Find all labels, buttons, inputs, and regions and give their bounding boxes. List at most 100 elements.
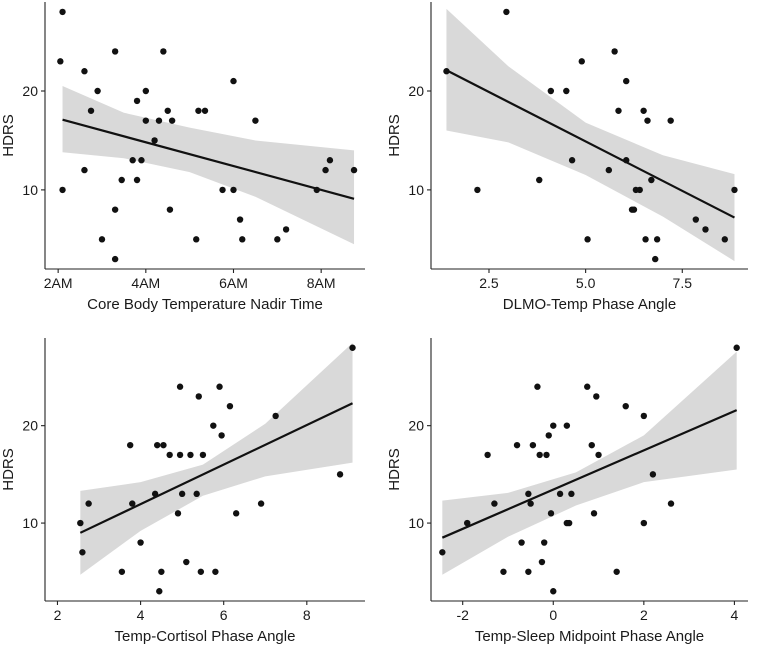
x-tick-label: 8 <box>303 607 311 623</box>
data-point <box>590 510 598 517</box>
data-point <box>484 451 491 459</box>
x-axis-title: DLMO-Temp Phase Angle <box>503 296 676 313</box>
data-point <box>129 500 136 507</box>
data-point <box>59 8 66 16</box>
x-tick-label: 6 <box>220 607 228 623</box>
data-point <box>199 451 207 459</box>
data-point <box>59 186 66 194</box>
data-point <box>282 226 290 233</box>
data-point <box>349 344 356 351</box>
data-point <box>648 176 655 184</box>
data-point <box>138 157 145 164</box>
data-point <box>350 166 358 174</box>
data-point <box>605 166 613 174</box>
data-point <box>166 451 173 459</box>
data-point <box>137 539 144 546</box>
data-point <box>151 137 158 144</box>
data-point <box>326 157 334 164</box>
data-point <box>622 402 629 410</box>
data-point <box>649 471 657 478</box>
data-point <box>640 519 648 527</box>
data-point <box>464 519 471 527</box>
data-point <box>503 8 510 16</box>
data-point <box>541 539 548 546</box>
data-point <box>94 87 101 95</box>
data-point <box>534 383 541 390</box>
data-point <box>154 441 161 449</box>
x-axis-title: Core Body Temperature Nadir Time <box>87 296 323 313</box>
data-point <box>133 176 141 184</box>
data-point <box>653 236 661 243</box>
data-point <box>87 107 95 114</box>
y-axis-title: HDRS <box>0 448 17 491</box>
data-point <box>160 441 167 449</box>
data-point <box>187 451 194 459</box>
data-point <box>336 471 344 478</box>
data-point <box>623 77 630 85</box>
confidence-band <box>442 351 737 575</box>
regression-line <box>441 409 738 539</box>
data-point <box>195 107 202 114</box>
data-point <box>543 451 550 459</box>
confidence-band <box>80 342 353 575</box>
data-point <box>584 383 591 390</box>
y-tick-label: 20 <box>22 83 38 99</box>
data-point <box>563 87 570 95</box>
y-tick-label: 10 <box>22 182 38 198</box>
data-point <box>230 77 237 85</box>
y-tick-label: 10 <box>408 515 424 531</box>
x-tick-label: -2 <box>456 607 469 623</box>
data-point <box>721 236 729 243</box>
data-point <box>218 432 225 439</box>
data-point <box>168 117 176 124</box>
data-point <box>216 383 223 390</box>
y-axis-title: HDRS <box>0 114 17 157</box>
data-point <box>81 166 88 174</box>
x-tick-label: 4 <box>731 607 739 623</box>
data-point <box>692 216 700 223</box>
data-point <box>525 568 532 575</box>
data-point <box>652 255 659 263</box>
y-axis-title: HDRS <box>386 448 403 491</box>
data-point <box>166 206 174 213</box>
x-tick-label: 8AM <box>307 275 336 291</box>
data-point <box>274 236 281 243</box>
data-point <box>57 58 64 65</box>
data-point <box>212 568 219 575</box>
data-point <box>593 393 600 400</box>
data-point <box>133 97 141 105</box>
data-point <box>230 186 237 194</box>
data-point <box>474 186 481 194</box>
x-tick-label: 2 <box>54 607 62 623</box>
data-point <box>513 441 521 449</box>
data-point <box>630 206 638 213</box>
regression-line <box>445 69 735 219</box>
data-point <box>156 588 163 595</box>
data-point <box>98 236 106 243</box>
x-tick-label: 2.5 <box>479 275 499 291</box>
data-point <box>158 568 165 575</box>
data-point <box>77 519 84 527</box>
data-point <box>219 186 226 194</box>
panel-dlmo-temp: 2.5 5.0 7.5 10 20 DLMO-Temp Phase Angle HDRS <box>386 2 748 313</box>
data-point <box>183 558 190 566</box>
data-point <box>613 568 620 575</box>
data-point <box>500 568 507 575</box>
data-point <box>257 500 265 507</box>
data-point <box>529 441 537 449</box>
x-tick-label: 4 <box>137 607 145 623</box>
data-point <box>201 107 209 114</box>
x-tick-label: 0 <box>549 607 557 623</box>
data-point <box>556 490 564 498</box>
data-point <box>640 412 648 420</box>
data-point <box>642 236 649 243</box>
x-tick-label: 4AM <box>131 275 160 291</box>
data-point <box>527 500 534 507</box>
data-point <box>565 519 573 527</box>
data-point <box>644 117 651 124</box>
data-point <box>536 451 543 459</box>
data-point <box>164 107 171 114</box>
data-point <box>160 48 167 55</box>
data-point <box>232 510 240 517</box>
data-point <box>550 422 557 429</box>
